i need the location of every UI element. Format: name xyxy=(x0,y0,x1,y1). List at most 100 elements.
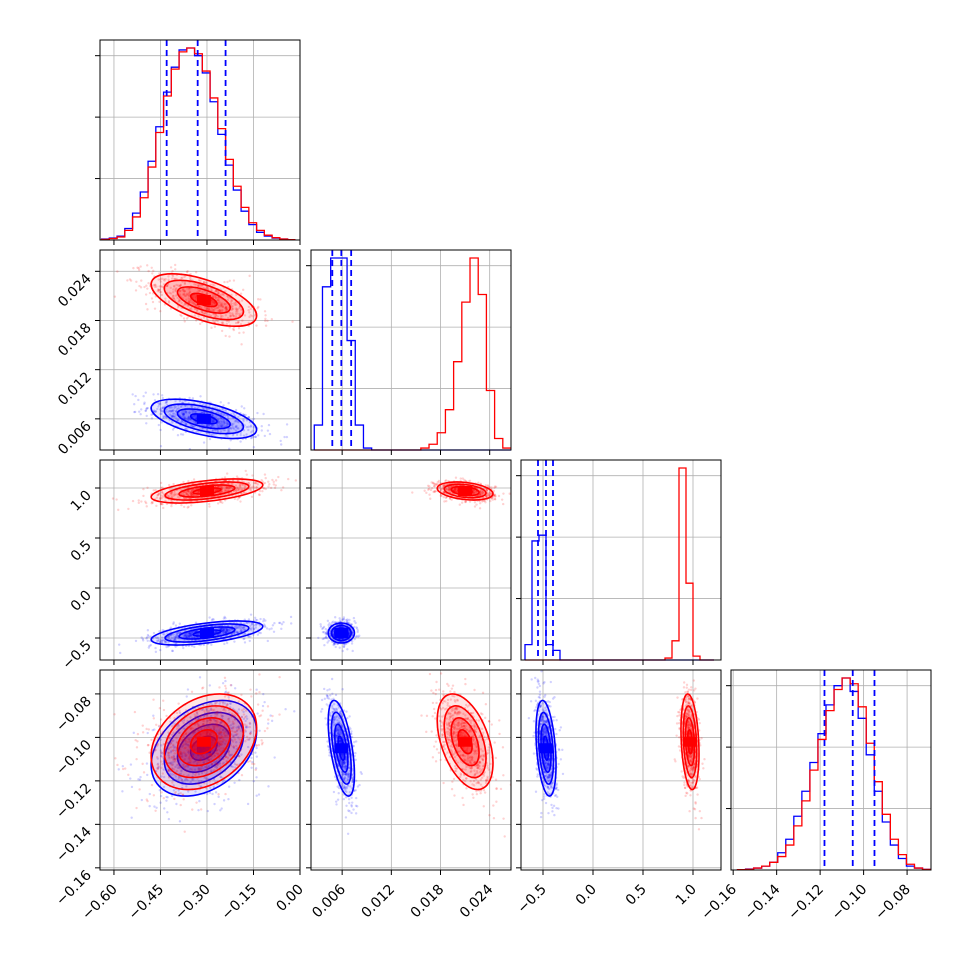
scatter-point xyxy=(217,748,221,751)
scatter-point xyxy=(442,484,446,487)
scatter-point xyxy=(187,479,190,483)
scatter-point xyxy=(183,292,186,296)
scatter-point xyxy=(172,760,175,764)
scatter-point xyxy=(244,719,247,723)
scatter-point xyxy=(222,423,225,427)
scatter-point xyxy=(173,491,176,494)
scatter-point xyxy=(221,728,225,732)
scatter-point xyxy=(238,626,242,630)
scatter-point xyxy=(224,690,228,693)
scatter-point xyxy=(263,473,267,476)
scatter-point xyxy=(493,495,497,498)
scatter-point xyxy=(188,288,191,291)
scatter-point xyxy=(479,502,482,505)
scatter-point xyxy=(200,310,204,314)
scatter-point xyxy=(468,500,472,503)
scatter-point xyxy=(151,272,154,275)
scatter-point xyxy=(502,502,505,506)
scatter-point xyxy=(221,714,224,718)
scatter-point xyxy=(236,486,240,489)
scatter-point xyxy=(445,487,448,491)
scatter-point xyxy=(161,410,164,413)
scatter-point xyxy=(481,500,484,503)
scatter-point xyxy=(249,486,253,489)
scatter-point xyxy=(262,617,266,621)
scatter-point xyxy=(227,785,231,788)
scatter-point xyxy=(222,799,226,802)
scatter-point xyxy=(170,733,174,737)
scatter-point xyxy=(445,479,448,482)
scatter-point xyxy=(219,627,223,631)
scatter-point xyxy=(245,419,249,422)
scatter-point xyxy=(240,308,243,312)
scatter-point xyxy=(168,409,171,413)
scatter-point xyxy=(227,320,231,323)
scatter-point xyxy=(222,629,225,632)
scatter-point xyxy=(230,423,234,426)
scatter-point xyxy=(440,494,443,498)
scatter-point xyxy=(239,431,242,435)
scatter-point xyxy=(134,289,138,292)
scatter-point xyxy=(184,427,187,430)
scatter-point xyxy=(251,626,254,629)
scatter-point xyxy=(170,277,174,280)
scatter-point xyxy=(252,435,255,439)
scatter-point xyxy=(443,500,446,503)
scatter-point xyxy=(350,642,354,645)
scatter-point xyxy=(160,775,163,778)
scatter-point xyxy=(186,506,189,509)
scatter-point xyxy=(178,293,182,296)
scatter-point xyxy=(184,635,188,638)
scatter-point xyxy=(165,795,168,799)
scatter-point xyxy=(186,287,189,290)
scatter-point xyxy=(201,746,204,749)
scatter-point xyxy=(146,287,149,290)
scatter-point xyxy=(160,277,164,280)
scatter-point xyxy=(217,741,221,745)
scatter-point xyxy=(179,284,182,287)
scatter-point xyxy=(179,776,182,780)
scatter-point xyxy=(231,308,234,311)
scatter-point xyxy=(220,715,224,718)
scatter-point xyxy=(440,487,444,490)
scatter-point xyxy=(334,645,337,649)
scatter-point xyxy=(254,624,258,627)
scatter-point xyxy=(182,496,186,500)
scatter-point xyxy=(172,494,175,498)
scatter-point xyxy=(227,750,231,753)
scatter-point xyxy=(188,396,191,400)
scatter-point xyxy=(171,763,175,766)
scatter-point xyxy=(437,479,441,483)
scatter-point xyxy=(197,783,201,786)
scatter-point xyxy=(448,487,451,491)
scatter-point xyxy=(222,707,226,711)
scatter-point xyxy=(225,734,229,738)
scatter-point xyxy=(154,488,157,492)
scatter-point xyxy=(192,488,195,491)
scatter-point xyxy=(441,484,444,488)
scatter-point xyxy=(197,729,200,732)
scatter-point xyxy=(245,715,248,718)
scatter-point xyxy=(213,754,216,758)
scatter-point xyxy=(240,299,244,302)
scatter-point xyxy=(199,756,203,760)
scatter-point xyxy=(237,725,240,728)
scatter-point xyxy=(222,428,225,432)
scatter-point xyxy=(480,491,484,495)
scatter-point xyxy=(142,395,145,398)
scatter-point xyxy=(190,726,193,729)
scatter-point xyxy=(226,308,229,311)
scatter-point xyxy=(165,400,169,404)
scatter-point xyxy=(137,398,140,402)
scatter-point xyxy=(182,414,185,417)
scatter-point xyxy=(150,266,153,269)
scatter-point xyxy=(455,488,458,491)
scatter-point xyxy=(155,636,158,640)
scatter-point xyxy=(486,492,489,495)
scatter-point xyxy=(209,769,213,772)
scatter-point xyxy=(202,281,206,284)
scatter-point xyxy=(160,636,164,639)
scatter-point xyxy=(213,726,216,730)
scatter-point xyxy=(172,297,176,301)
scatter-point xyxy=(219,424,223,428)
